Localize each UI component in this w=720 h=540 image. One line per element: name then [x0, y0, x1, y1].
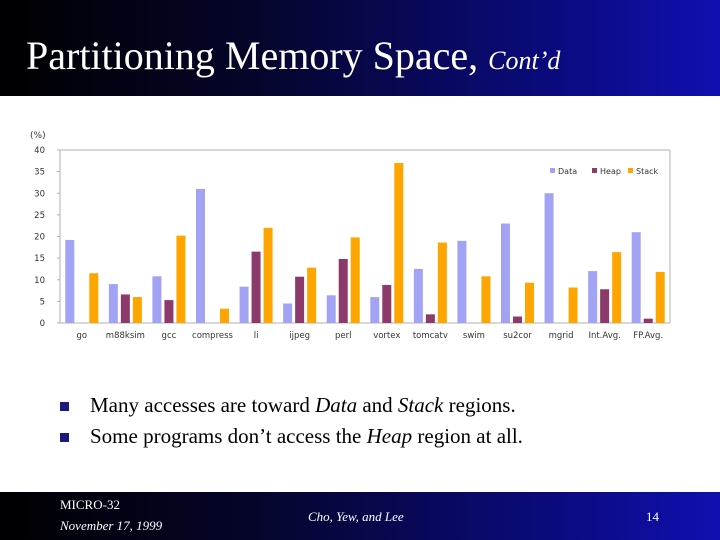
bullet-square-icon [60, 433, 69, 442]
x-tick-label: swim [463, 331, 485, 341]
page-number: 14 [646, 509, 659, 524]
bullet-list: Many accesses are toward Data and Stack … [60, 390, 523, 452]
x-tick-label: su2cor [503, 331, 532, 341]
footer-venue: MICRO-32 [60, 497, 120, 512]
y-tick-label: 35 [34, 168, 45, 178]
bullet-text: region at all. [412, 424, 523, 448]
bar-stack [394, 162, 404, 323]
bar-heap [513, 316, 522, 323]
title-bar: Partitioning Memory Space, Cont’d [0, 0, 720, 96]
x-tick-label: go [76, 331, 87, 341]
bar-data [283, 303, 293, 323]
bar-data [196, 188, 205, 323]
bullet-emphasis: Heap [366, 424, 413, 448]
bullet-text: and [357, 393, 398, 417]
bar-stack [655, 271, 665, 323]
bar-data [152, 276, 162, 323]
bullet-item: Some programs don’t access the Heap regi… [60, 421, 523, 452]
bar-stack [132, 297, 142, 323]
x-tick-label: compress [192, 331, 234, 341]
bar-data [239, 286, 249, 323]
bullet-text: Many accesses are toward [90, 393, 316, 417]
bar-stack [481, 276, 491, 323]
bar-stack [220, 308, 229, 323]
footer-date: November 17, 1999 [60, 518, 163, 533]
bar-heap [643, 318, 653, 323]
bar-heap [600, 289, 610, 323]
bar-stack [568, 287, 578, 323]
y-tick-label: 40 [34, 146, 45, 156]
x-tick-label: gcc [162, 331, 177, 341]
y-unit-label: (%) [30, 131, 46, 141]
legend-label: Heap [600, 167, 621, 176]
x-tick-label: li [254, 331, 259, 341]
bar-data [108, 284, 118, 323]
bar-data [370, 297, 380, 323]
bullet-text: regions. [443, 393, 516, 417]
legend-swatch [592, 168, 597, 173]
footer-bar: MICRO-32 November 17, 1999 Cho, Yew, and… [0, 492, 720, 540]
bar-stack [437, 242, 447, 323]
legend-label: Data [558, 167, 577, 176]
bar-data [326, 295, 336, 323]
bar-stack [307, 267, 317, 323]
y-tick-label: 25 [34, 211, 45, 221]
legend-label: Stack [636, 167, 659, 176]
bar-heap [164, 300, 174, 323]
bar-heap [120, 294, 130, 323]
slide-title-main: Partitioning Memory Space, [26, 33, 479, 78]
x-tick-label: Int.Avg. [588, 331, 620, 341]
y-tick-label: 0 [40, 319, 45, 329]
bar-heap [338, 258, 348, 323]
x-tick-label: vortex [373, 331, 400, 341]
slide-title: Partitioning Memory Space, Cont’d [26, 32, 560, 85]
legend-swatch [628, 168, 633, 173]
bar-data [501, 223, 510, 323]
bullet-text: Some programs don’t access the [90, 424, 367, 448]
bar-data [413, 268, 423, 323]
bar-data [457, 240, 467, 323]
x-tick-label: perl [335, 331, 351, 341]
footer-authors: Cho, Yew, and Lee [308, 509, 404, 524]
x-tick-label: FP.Avg. [633, 331, 663, 341]
bullet-emphasis: Data [315, 393, 358, 417]
slide-title-suffix: Cont’d [488, 46, 561, 75]
x-tick-label: m88ksim [106, 331, 145, 341]
bar-data [65, 239, 75, 323]
bar-stack [525, 282, 534, 323]
y-tick-label: 30 [34, 189, 45, 199]
bullet-emphasis: Stack [397, 393, 444, 417]
x-tick-label: ijpeg [289, 331, 310, 341]
bar-stack [263, 227, 273, 323]
bullet-item: Many accesses are toward Data and Stack … [60, 390, 523, 421]
bullet-square-icon [60, 402, 69, 411]
bar-data [544, 193, 554, 323]
y-tick-label: 20 [34, 233, 45, 243]
bar-heap [382, 284, 392, 323]
y-tick-label: 5 [40, 297, 45, 307]
bar-stack [89, 273, 99, 323]
bar-stack [612, 252, 622, 323]
bar-stack [176, 235, 186, 323]
bar-heap [425, 314, 435, 323]
bar-data [588, 271, 598, 323]
bar-stack [350, 237, 360, 323]
bar-heap [251, 251, 261, 323]
bar-data [631, 232, 641, 323]
x-tick-label: tomcatv [413, 331, 448, 341]
y-tick-label: 10 [34, 276, 45, 286]
bar-heap [295, 276, 305, 323]
x-tick-label: mgrid [549, 331, 574, 341]
bar-chart: (%) 0 5 10 15 20 25 30 35 40 go m88ksim gcc compress l… [30, 131, 671, 341]
legend-swatch [550, 168, 555, 173]
y-tick-label: 15 [34, 254, 45, 264]
